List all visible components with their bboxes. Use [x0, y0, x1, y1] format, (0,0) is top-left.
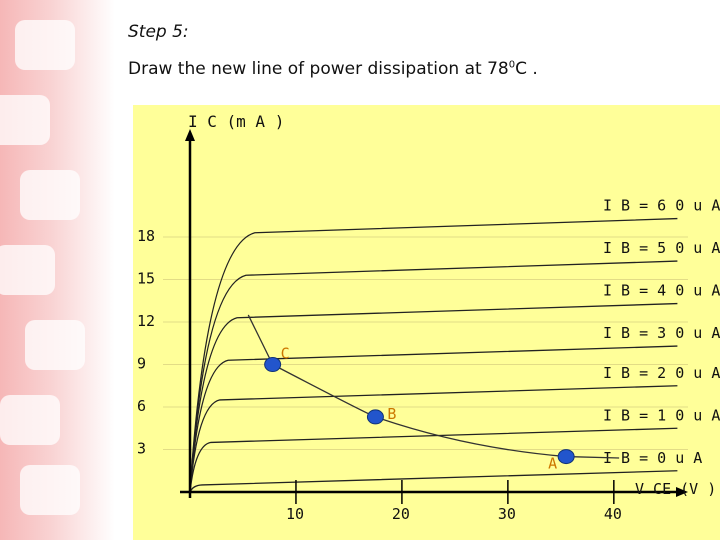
y-tick-label: 6 — [137, 397, 146, 415]
x-tick-label: 10 — [286, 505, 304, 523]
y-axis-label: I C (m A ) — [188, 112, 284, 131]
puzzle-decoration — [0, 0, 115, 540]
operating-point-a — [557, 449, 575, 465]
instruction-suffix: C . — [515, 59, 538, 79]
x-axis-label: V CE (V ) — [635, 480, 716, 498]
point-label-a: A — [548, 455, 557, 473]
y-tick-label: 9 — [137, 355, 146, 373]
point-label-c: C — [281, 345, 290, 363]
ib-curve-label: I B = 1 0 u A — [603, 406, 720, 424]
operating-point-b — [366, 409, 384, 425]
y-tick-label: 15 — [137, 270, 155, 288]
y-tick-label: 12 — [137, 312, 155, 330]
ib-curve-label: I B = 6 0 u A — [603, 197, 720, 215]
chart-panel: 10 20 30 40 3 6 9 12 15 18 I B = 6 0 u A I B = 5 0… — [133, 105, 720, 540]
degree-superscript: 0 — [508, 59, 516, 71]
instruction-prefix: Draw the new line of power dissipation a… — [128, 59, 509, 79]
instruction-text: Draw the new line of power dissipation a… — [128, 59, 538, 79]
point-label-b: B — [387, 405, 396, 423]
chart-background — [133, 105, 720, 540]
y-tick-label: 3 — [137, 440, 146, 458]
x-tick-label: 40 — [604, 505, 622, 523]
x-tick-label: 30 — [498, 505, 516, 523]
transistor-characteristic-chart: 10 20 30 40 3 6 9 12 15 18 I B = 6 0 u A I B = 5 0… — [133, 105, 720, 540]
ib-curve-label: I B = 2 0 u A — [603, 364, 720, 382]
y-axis-arrow — [185, 129, 195, 141]
ib-curve-label: I B = 0 u A — [603, 449, 702, 467]
x-axis-arrow — [676, 487, 688, 497]
operating-point-c — [264, 357, 282, 372]
y-tick-label: 18 — [137, 227, 155, 245]
ib-curve-label: I B = 4 0 u A — [603, 282, 720, 300]
ib-curve-label: I B = 5 0 u A — [603, 239, 720, 257]
step-title: Step 5: — [128, 22, 189, 42]
ib-curve-4 — [189, 385, 678, 493]
x-tick-label: 20 — [392, 505, 410, 523]
ib-curve-label: I B = 3 0 u A — [603, 324, 720, 342]
